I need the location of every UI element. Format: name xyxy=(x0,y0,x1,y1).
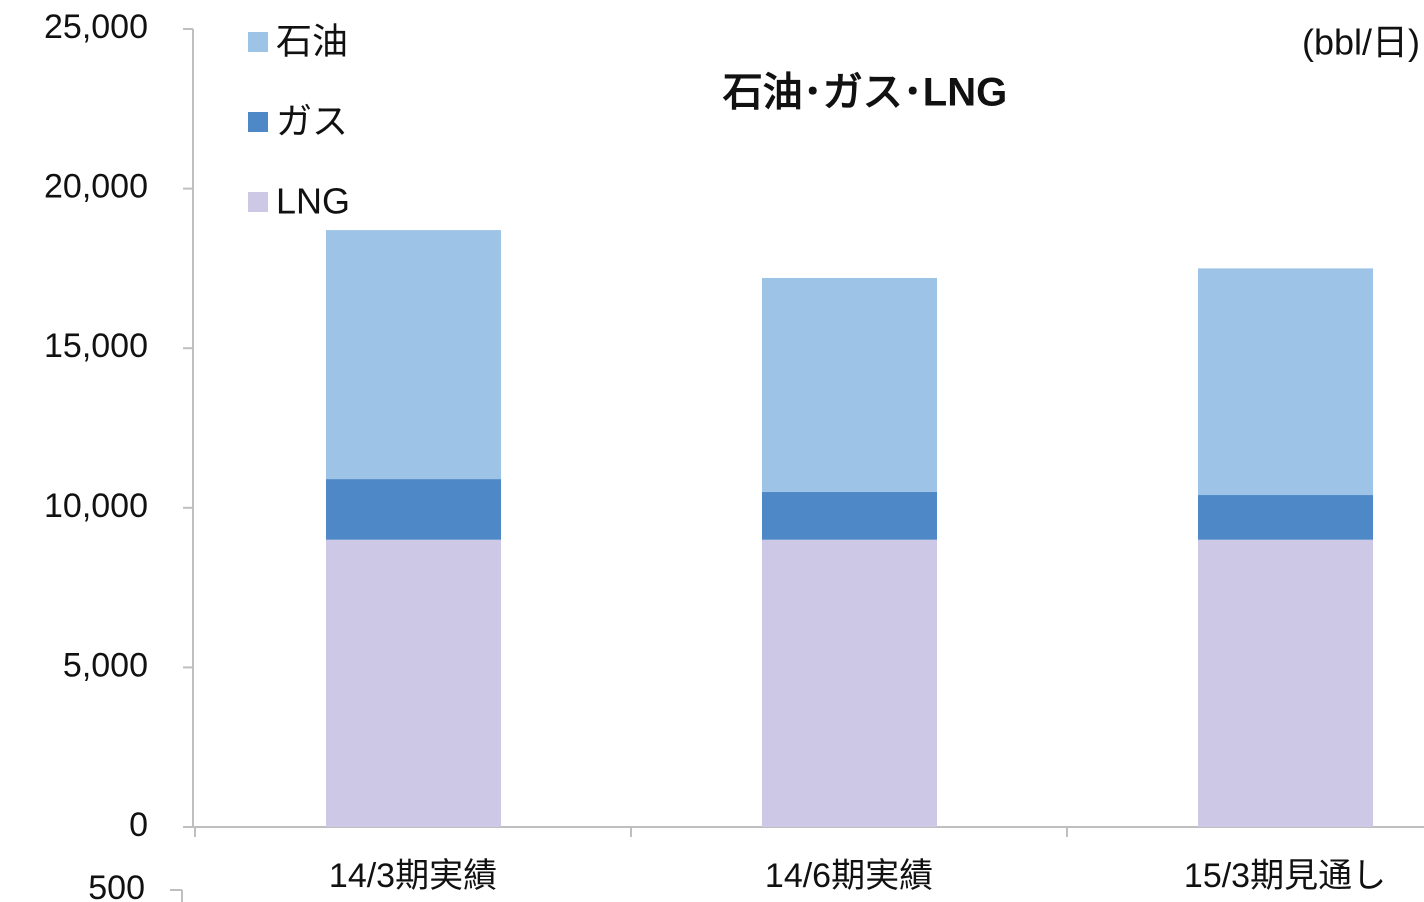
unit-label: (bbl/日) xyxy=(1302,22,1420,63)
bar-segment xyxy=(762,539,937,827)
y-tick-label: 20,000 xyxy=(44,168,148,206)
legend-swatch xyxy=(248,32,268,52)
legend-swatch xyxy=(248,112,268,132)
y-tick-label: 0 xyxy=(129,806,148,844)
y-tick-label: 500 xyxy=(88,869,145,902)
bar-segment xyxy=(1198,495,1373,540)
y-tick-label: 15,000 xyxy=(44,327,148,365)
chart-title: 石油･ガス･LNG xyxy=(723,71,1007,115)
legend-swatch xyxy=(248,192,268,212)
bar-segment xyxy=(326,230,501,480)
bar-segment xyxy=(762,491,937,540)
bar-segment xyxy=(1198,539,1373,827)
bar-segment xyxy=(762,277,937,492)
y-tick-label: 10,000 xyxy=(44,487,148,525)
x-tick-label: 14/6期実績 xyxy=(765,857,933,895)
legend-label: ガス xyxy=(276,101,348,142)
bar-segment xyxy=(326,479,501,540)
x-tick-label: 14/3期実績 xyxy=(329,857,497,895)
bar-segment xyxy=(1198,268,1373,496)
legend-label: LNG xyxy=(276,181,350,222)
y-tick-label: 25,000 xyxy=(44,8,148,46)
x-tick-label: 15/3期見通し xyxy=(1184,857,1386,895)
y-tick-label: 5,000 xyxy=(63,646,148,684)
legend-label: 石油 xyxy=(276,21,348,62)
bar-segment xyxy=(326,539,501,827)
